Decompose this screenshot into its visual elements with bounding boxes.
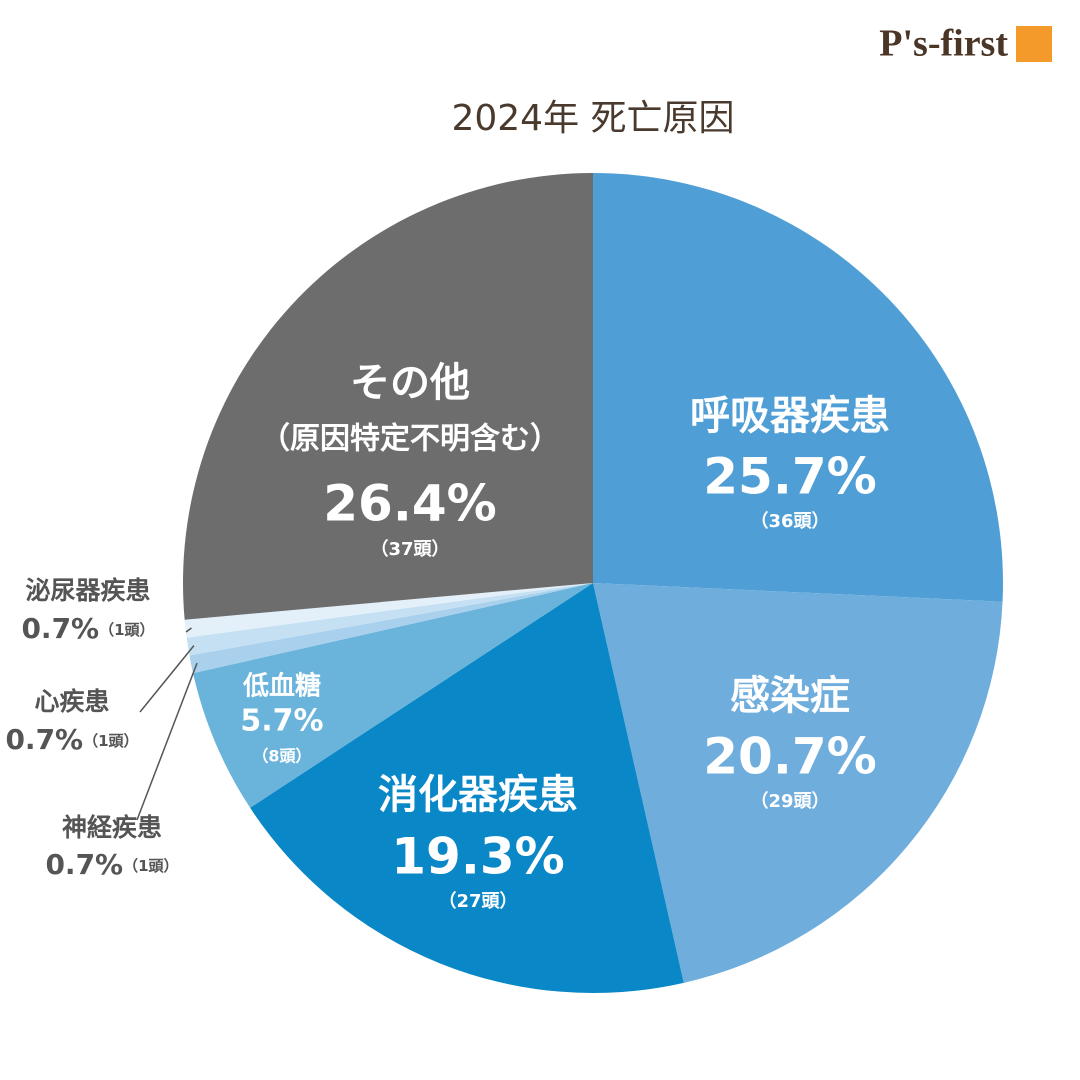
pie-slice [193, 583, 593, 808]
slice-label: その他 [350, 360, 470, 406]
slice-label: 心疾患 [34, 687, 109, 716]
chart-title: 2024年 死亡原因 [451, 98, 734, 139]
pie-slice [189, 583, 593, 674]
slice-label: 消化器疾患 [378, 772, 578, 818]
count-label: （1頭） [83, 732, 138, 750]
pie-slice [593, 173, 1003, 602]
pie-slice [250, 583, 684, 993]
count-label: （36頭） [750, 511, 829, 532]
value-label: 5.7% [240, 704, 323, 739]
value-label: 26.4% [323, 475, 496, 533]
pie-slice [184, 583, 594, 638]
value-label: 25.7% [703, 448, 876, 506]
count-label: （1頭） [99, 621, 154, 639]
value-label: 0.7% [45, 848, 123, 881]
slice-label: 低血糖 [242, 671, 321, 702]
slice-label: 呼吸器疾患 [690, 393, 890, 439]
value-label: 0.7% [21, 612, 99, 645]
count-label: （29頭） [750, 791, 829, 812]
slice-label: 感染症 [730, 673, 850, 719]
count-label: （37頭） [370, 539, 449, 560]
leader-line [185, 627, 192, 633]
logo-icon [1016, 26, 1052, 62]
pie-slice [186, 583, 593, 656]
pie-slice [183, 173, 593, 620]
count-label: （1頭） [123, 857, 178, 875]
value-label: 20.7% [703, 728, 876, 786]
value-label-group: 0.7%（1頭） [5, 723, 138, 756]
count-label: （27頭） [438, 891, 517, 912]
pie-slice [593, 583, 1003, 983]
leader-line [139, 645, 195, 713]
logo: P's-first [879, 23, 1008, 65]
value-label: 0.7% [5, 723, 83, 756]
value-label-group: 0.7%（1頭） [21, 612, 154, 645]
value-label: 19.3% [391, 828, 564, 886]
value-label-group: 0.7%（1頭） [45, 848, 178, 881]
leader-line [136, 662, 198, 821]
slice-label: 神経疾患 [62, 813, 162, 842]
slice-label: 泌尿器疾患 [25, 576, 150, 605]
slice-note: （原因特定不明含む） [260, 422, 560, 457]
count-label: （8頭） [252, 747, 311, 766]
